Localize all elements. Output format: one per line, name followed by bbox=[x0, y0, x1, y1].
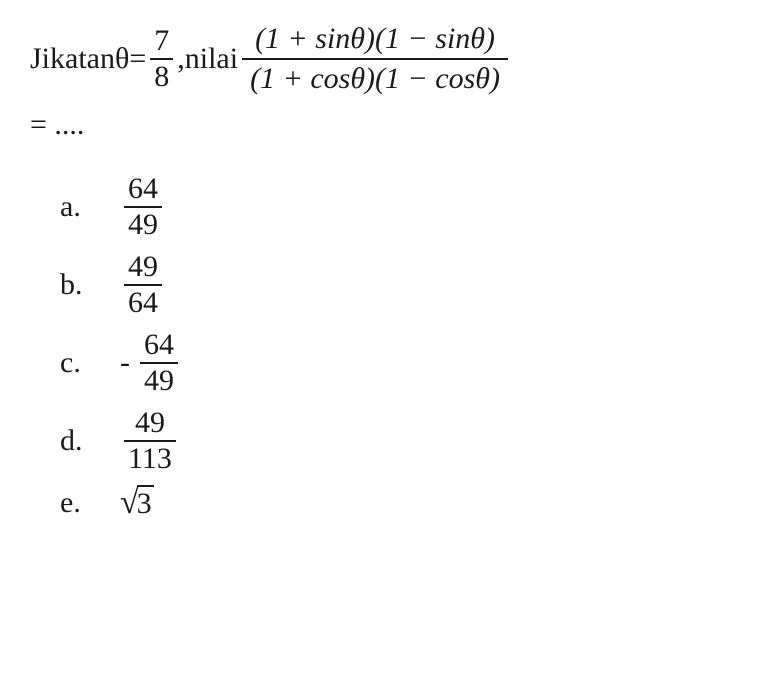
option-numerator: 64 bbox=[124, 172, 162, 206]
option-label: b. bbox=[60, 268, 120, 302]
option-fraction: 49 113 bbox=[124, 406, 176, 476]
given-fraction: 7 8 bbox=[150, 24, 173, 94]
option-denominator: 64 bbox=[124, 284, 162, 320]
expression-fraction: (1 + sinθ)(1 − sinθ) (1 + cosθ)(1 − cosθ… bbox=[242, 20, 508, 98]
option-c: c. - 64 49 bbox=[60, 328, 748, 398]
equals-line: = .... bbox=[30, 108, 748, 142]
option-b: b. 49 64 bbox=[60, 250, 748, 320]
option-numerator: 49 bbox=[131, 406, 169, 440]
given-numerator: 7 bbox=[150, 24, 173, 58]
expression-numerator: (1 + sinθ)(1 − sinθ) bbox=[247, 20, 503, 58]
radicand: 3 bbox=[137, 485, 154, 521]
question-line: Jikatanθ= 7 8 ,nilai (1 + sinθ)(1 − sinθ… bbox=[30, 20, 748, 98]
given-denominator: 8 bbox=[150, 58, 173, 94]
expression-denominator: (1 + cosθ)(1 − cosθ) bbox=[242, 58, 508, 98]
square-root: √ 3 bbox=[120, 484, 154, 522]
option-label: e. bbox=[60, 486, 120, 520]
option-value: √ 3 bbox=[120, 484, 154, 522]
question-prefix: Jikatanθ= bbox=[30, 42, 146, 76]
option-fraction: 64 49 bbox=[140, 328, 178, 398]
option-d: d. 49 113 bbox=[60, 406, 748, 476]
option-a: a. 64 49 bbox=[60, 172, 748, 242]
question-mid: ,nilai bbox=[177, 42, 238, 76]
options-list: a. 64 49 b. 49 64 c. - 64 49 d. bbox=[60, 172, 748, 522]
option-value: 49 64 bbox=[120, 250, 166, 320]
option-denominator: 113 bbox=[124, 440, 176, 476]
option-value: 49 113 bbox=[120, 406, 180, 476]
option-e: e. √ 3 bbox=[60, 484, 748, 522]
option-denominator: 49 bbox=[140, 362, 178, 398]
option-fraction: 49 64 bbox=[124, 250, 162, 320]
option-label: a. bbox=[60, 190, 120, 224]
option-numerator: 49 bbox=[124, 250, 162, 284]
option-numerator: 64 bbox=[140, 328, 178, 362]
option-label: d. bbox=[60, 424, 120, 458]
option-value: - 64 49 bbox=[120, 328, 182, 398]
option-denominator: 49 bbox=[124, 206, 162, 242]
negative-sign: - bbox=[120, 346, 130, 380]
option-fraction: 64 49 bbox=[124, 172, 162, 242]
option-label: c. bbox=[60, 346, 120, 380]
option-value: 64 49 bbox=[120, 172, 166, 242]
